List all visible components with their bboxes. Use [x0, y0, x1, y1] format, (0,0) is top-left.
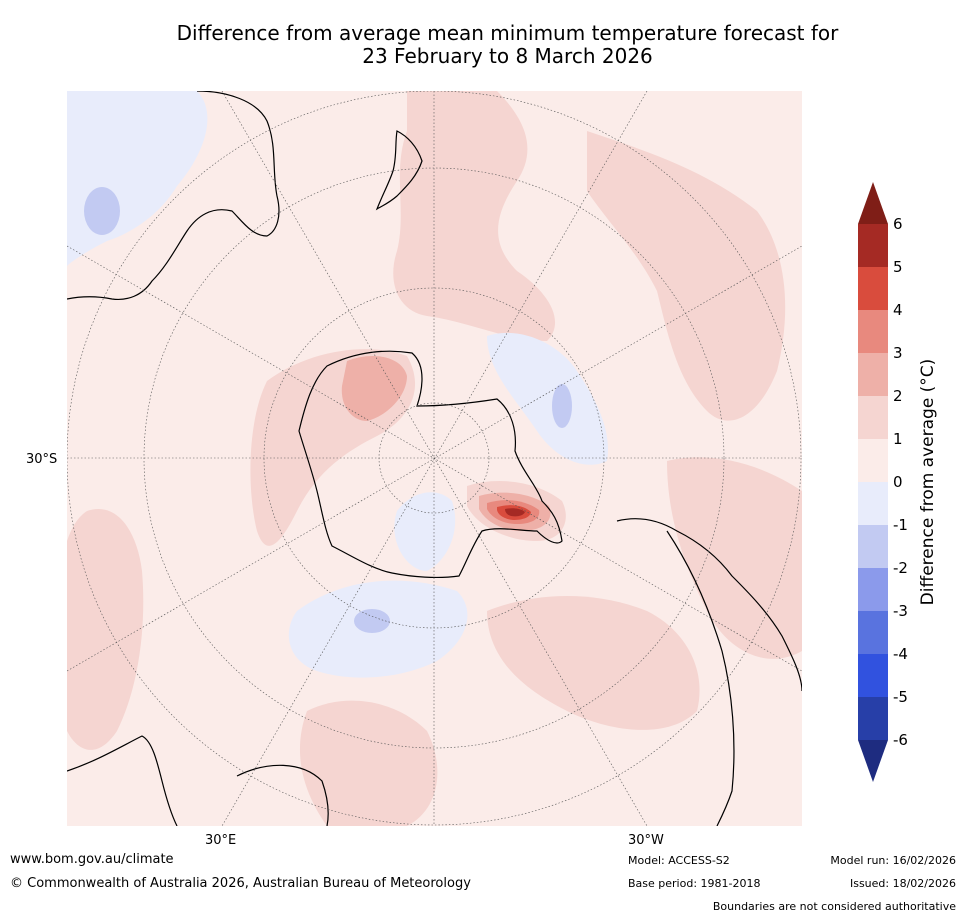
- colorbar-tick-label: 0: [893, 473, 903, 491]
- africa-coastline: [67, 735, 329, 826]
- colorbar-segment: [858, 353, 888, 396]
- map-title: Difference from average mean minimum tem…: [60, 22, 955, 68]
- colorbar-tick-label: -1: [893, 516, 908, 534]
- colorbar-tick-label: -3: [893, 602, 908, 620]
- australia-coastline: [67, 91, 280, 301]
- colorbar-label-unit: °C): [918, 358, 938, 386]
- cool-region-pole: [394, 492, 456, 571]
- colorbar-tick-label: -5: [893, 688, 908, 706]
- warm-anomaly-peninsula-5: [505, 508, 525, 517]
- colorbar-segment: [858, 439, 888, 482]
- footer-disclaimer: Boundaries are not considered authoritat…: [712, 900, 956, 913]
- footer-model-run: Model run: 16/02/2026: [830, 854, 956, 867]
- warm-region-south-atlantic: [487, 596, 700, 730]
- title-line-2: 23 February to 8 March 2026: [362, 44, 653, 68]
- colorbar-segment: [858, 611, 888, 654]
- colorbar-segment: [858, 525, 888, 568]
- colorbar-tick-label: -6: [893, 731, 908, 749]
- colorbar-tick-label: -4: [893, 645, 908, 663]
- footer-base-period: Base period: 1981-2018: [628, 877, 761, 890]
- colorbar-segment: [858, 482, 888, 525]
- cool-core-weddell: [354, 609, 390, 633]
- colorbar-label: Difference from average (°C): [918, 359, 938, 606]
- graticule: [67, 91, 802, 826]
- cool-core-northwest: [84, 187, 120, 235]
- warm-region-southwest: [67, 509, 144, 750]
- colorbar-segment: [858, 697, 888, 740]
- lon-label-30e: 30°E: [205, 833, 237, 848]
- colorbar-label-text: Difference from average (: [918, 385, 938, 606]
- antarctica-coastline: [298, 350, 563, 579]
- colorbar-segment: [858, 310, 888, 353]
- title-line-1: Difference from average mean minimum tem…: [176, 21, 839, 45]
- colorbar-segment: [858, 224, 888, 267]
- colorbar-tick-label: 1: [893, 430, 903, 448]
- colorbar-tick-label: 5: [893, 258, 903, 276]
- footer-url[interactable]: www.bom.gov.au/climate: [10, 852, 174, 867]
- colorbar-tick-label: 6: [893, 215, 903, 233]
- colorbar-tick-label: 3: [893, 344, 903, 362]
- warm-region-northeast: [587, 131, 786, 421]
- colorbar-tick-label: 2: [893, 387, 903, 405]
- colorbar: [858, 182, 888, 782]
- warm-anomaly-east-antarctica: [341, 356, 407, 421]
- colorbar-top-extension: [858, 182, 888, 224]
- lon-label-30w: 30°W: [628, 833, 664, 848]
- warm-region-south: [299, 700, 438, 826]
- footer-copyright: © Commonwealth of Australia 2026, Austra…: [10, 876, 471, 891]
- footer-model: Model: ACCESS-S2: [628, 854, 730, 867]
- lat-label-30s: 30°S: [26, 452, 58, 467]
- colorbar-segment: [858, 568, 888, 611]
- warm-region-east: [667, 457, 802, 659]
- new-zealand-coastline: [375, 130, 423, 211]
- colorbar-segment: [858, 654, 888, 697]
- colorbar-tick-label: -2: [893, 559, 908, 577]
- colorbar-bottom-extension: [858, 740, 888, 782]
- south-america-coastline: [616, 518, 802, 826]
- cool-region-ross-sea: [487, 332, 608, 465]
- colorbar-segment: [858, 396, 888, 439]
- colorbar-segment: [858, 267, 888, 310]
- warm-region-north: [393, 91, 556, 341]
- anomaly-map: [67, 91, 802, 826]
- cool-core-ross-sea: [552, 384, 572, 428]
- footer-issued: Issued: 18/02/2026: [849, 877, 956, 890]
- colorbar-tick-label: 4: [893, 301, 903, 319]
